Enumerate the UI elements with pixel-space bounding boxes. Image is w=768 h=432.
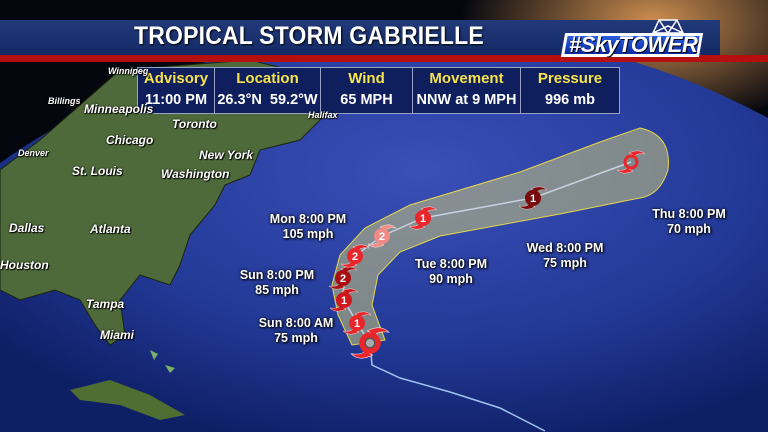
storm-core: [335, 270, 351, 286]
storm-swirl-arms: [408, 206, 438, 230]
land-bahamas: [150, 350, 175, 373]
storm-core: [415, 210, 431, 226]
info-location: Location 26.3°N 59.2°W: [215, 68, 321, 113]
storm-icon-hurricane: 2: [328, 266, 358, 290]
advisory-info-table: Advisory 11:00 PM Location 26.3°N 59.2°W W…: [137, 67, 620, 114]
storm-category-label: 2: [379, 231, 385, 243]
forecast-label: Sun 8:00 AM 75 mph: [258, 316, 334, 345]
storm-core: [374, 228, 390, 244]
info-movement: Movement NNW at 9 MPH: [413, 68, 521, 113]
city-label: Billings: [48, 96, 81, 106]
city-label: Tampa: [86, 297, 125, 311]
storm-icon-tropical-storm-current: [350, 327, 390, 359]
storm-core: [349, 315, 365, 331]
storm-icon-hurricane: 1: [342, 311, 372, 335]
storm-icon-post-tropical: [616, 150, 646, 174]
city-label: Toronto: [172, 117, 217, 131]
city-label: Atlanta: [90, 222, 131, 236]
storm-icon-hurricane: 2: [340, 244, 370, 268]
storm-swirl-arms: [342, 311, 372, 335]
city-label: Minneapolis: [84, 102, 154, 116]
storm-icon-hurricane: 1: [518, 186, 548, 210]
storm-core: [336, 292, 352, 308]
storm-category-label: 1: [354, 318, 360, 330]
info-advisory: Advisory 11:00 PM: [138, 68, 215, 113]
storm-category-label: 1: [530, 193, 536, 205]
info-pressure: Pressure 996 mb: [537, 70, 603, 108]
storm-swirl-arms: [350, 327, 390, 359]
storm-core: [347, 248, 363, 264]
city-label: St. Louis: [72, 164, 123, 178]
city-label: New York: [199, 148, 254, 162]
storm-icon-hurricane: 1: [329, 288, 359, 312]
storm-icon-hurricane: 1: [408, 206, 438, 230]
red-stripe: [0, 55, 768, 62]
storm-swirl-arms: [518, 186, 548, 210]
storm-swirl-arms: [616, 150, 646, 174]
city-label: Chicago: [106, 133, 154, 147]
info-wind: Wind 65 MPH: [321, 68, 413, 113]
forecast-cone: [331, 127, 669, 346]
city-label: Halifax: [308, 110, 338, 120]
forecast-label: Sun 8:00 PM 85 mph: [239, 268, 315, 297]
logo-text: #SkyTOWER: [569, 32, 698, 57]
storm-category-label: 1: [420, 213, 426, 225]
storm-swirl-arms: [329, 288, 359, 312]
city-label: Washington: [161, 167, 230, 181]
storm-category-label: 1: [341, 295, 347, 307]
city-label: Houston: [0, 258, 49, 272]
city-label: Dallas: [9, 221, 45, 235]
skytower-logo: #SkyTOWER: [560, 19, 704, 57]
city-label: Denver: [18, 148, 49, 158]
storm-category-label: 2: [340, 273, 346, 285]
past-track: [369, 342, 546, 432]
storm-core: [525, 190, 541, 206]
forecast-label: Mon 8:00 PM 105 mph: [269, 212, 347, 241]
storm-swirl-arms: [367, 224, 397, 248]
forecast-label: Thu 8:00 PM 70 mph: [652, 207, 726, 236]
page-title: TROPICAL STORM GABRIELLE: [134, 22, 484, 50]
storm-core: [623, 154, 639, 170]
city-label: Miami: [100, 328, 135, 342]
storm-icon-hurricane: 2: [367, 224, 397, 248]
land-cuba: [70, 380, 185, 420]
storm-eye: [364, 337, 376, 349]
storm-swirl-arms: [340, 244, 370, 268]
forecast-label: Tue 8:00 PM 90 mph: [414, 257, 488, 286]
storm-category-label: 2: [352, 251, 358, 263]
forecast-label: Wed 8:00 PM 75 mph: [526, 241, 604, 270]
city-label: Winnipeg: [108, 66, 149, 76]
